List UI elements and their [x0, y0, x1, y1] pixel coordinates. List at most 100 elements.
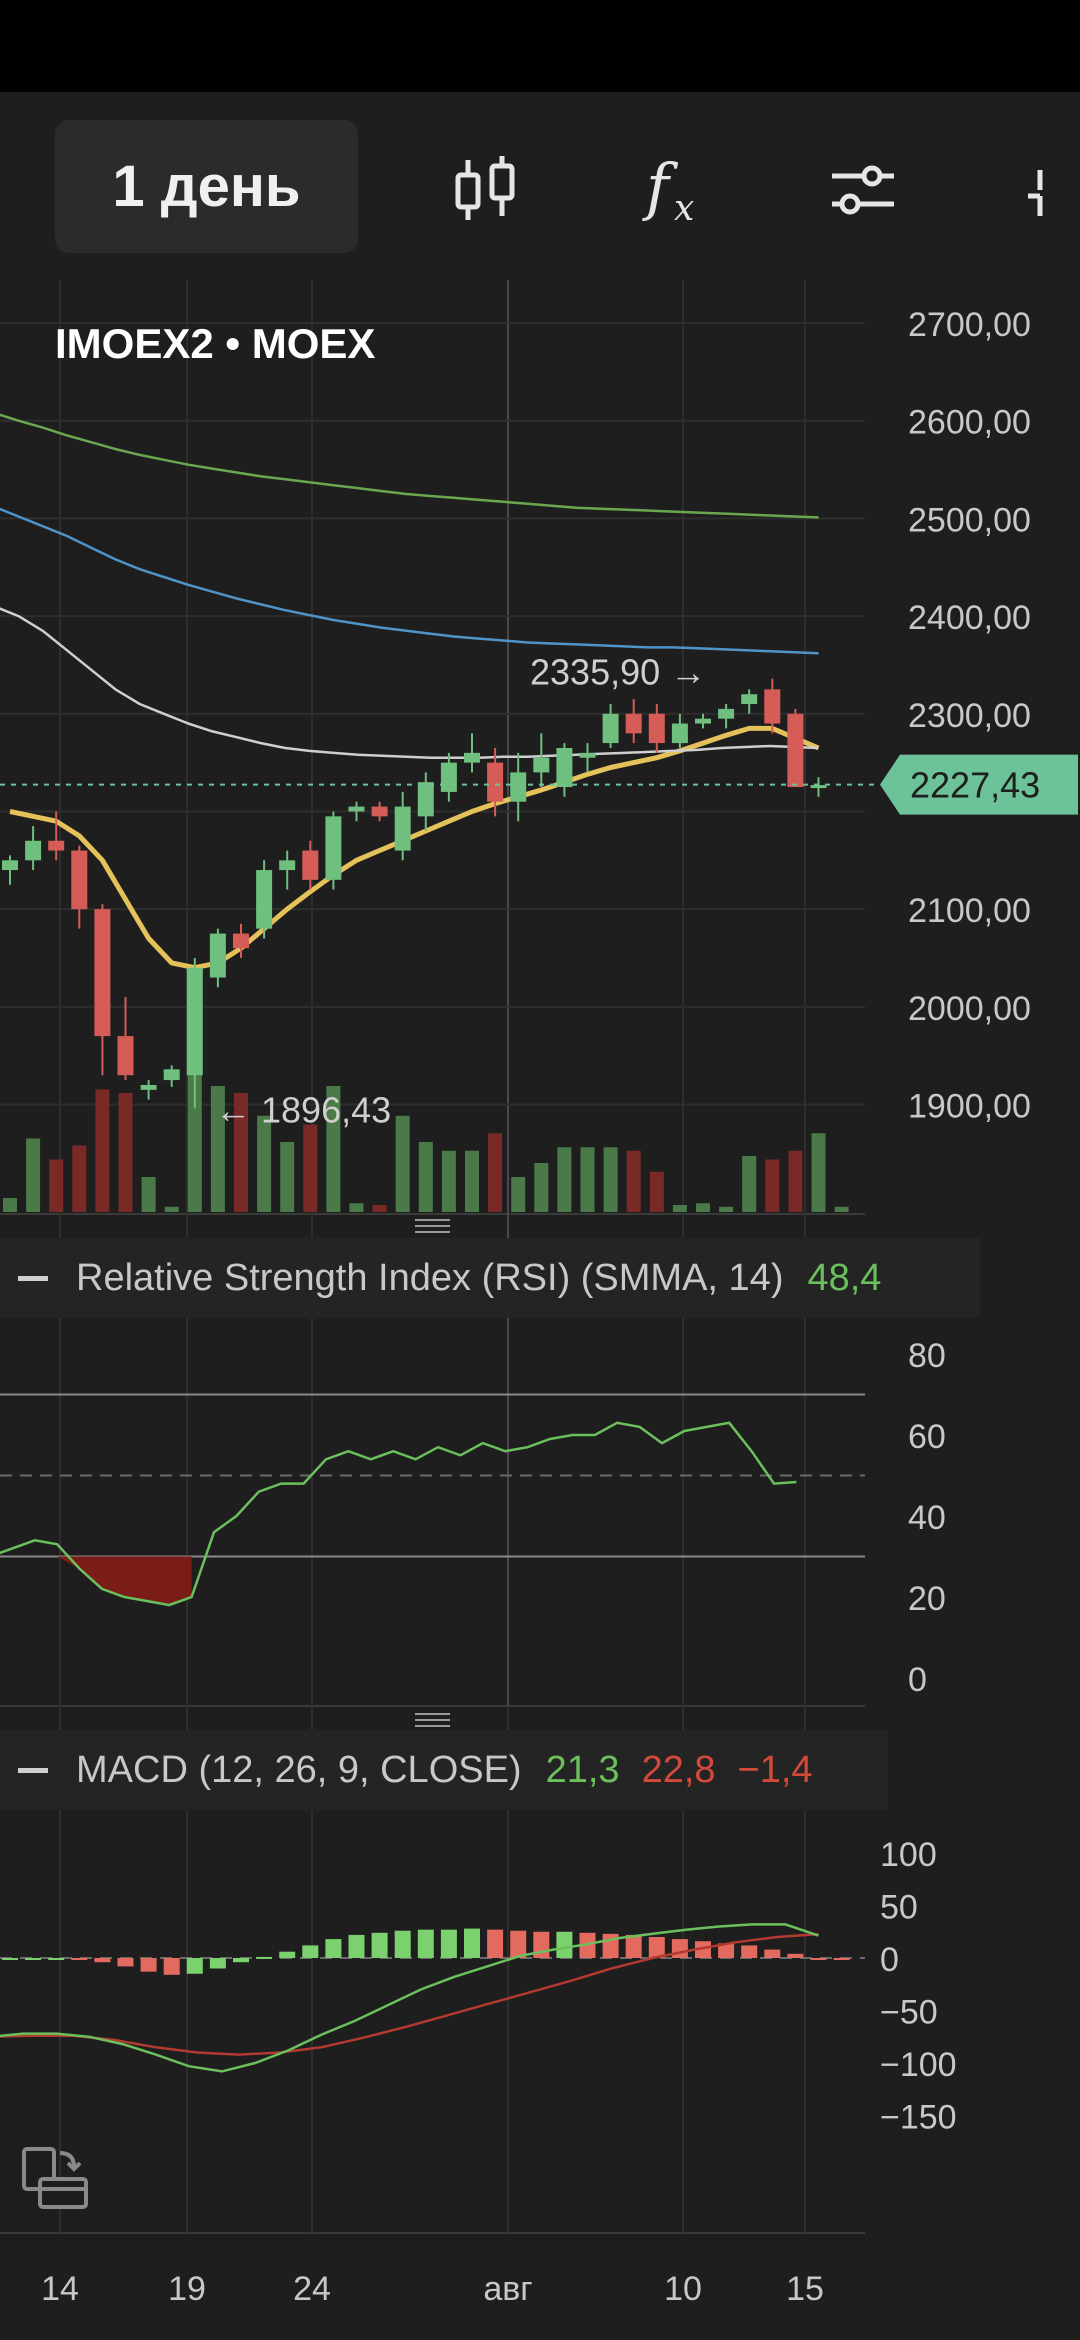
rsi-axis-label: 80: [908, 1337, 946, 1375]
macd-signal-value: 22,8: [641, 1748, 716, 1791]
macd-histogram-bar: [394, 1930, 411, 1958]
volume-bar: [626, 1150, 641, 1212]
rsi-value: 48,4: [807, 1256, 882, 1299]
rsi-title: Relative Strength Index (RSI) (SMMA, 14): [76, 1256, 784, 1299]
function-icon[interactable]: f x: [640, 150, 710, 230]
layout-icon[interactable]: [20, 2145, 92, 2211]
volume-bar: [511, 1177, 526, 1212]
rsi-legend: Relative Strength Index (RSI) (SMMA, 14)…: [0, 1238, 980, 1318]
macd-histogram-bar: [671, 1939, 688, 1958]
moving-average-line: [0, 413, 819, 519]
volume-bar: [418, 1142, 433, 1212]
rsi-collapse-button[interactable]: [18, 1275, 48, 1281]
low-price-label: ← 1896,43: [215, 1089, 391, 1130]
status-bar: [0, 0, 1080, 92]
macd-collapse-button[interactable]: [18, 1767, 48, 1773]
macd-histogram-bar: [487, 1929, 504, 1958]
candle-body: [25, 840, 42, 861]
moving-average-line: [9, 725, 820, 971]
candle-body: [371, 806, 388, 817]
macd-histogram-bar: [348, 1934, 365, 1958]
high-price-label: 2335,90 →: [530, 652, 706, 693]
candle-body: [487, 762, 504, 802]
macd-histogram-bar: [325, 1939, 342, 1958]
last-price-label: 2227,43: [910, 765, 1040, 806]
macd-histogram-bar: [48, 1958, 65, 1960]
volume-bar: [696, 1203, 710, 1212]
rsi-line: [0, 1421, 797, 1607]
macd-histogram-value: −1,4: [737, 1748, 813, 1791]
macd-axis-label: −150: [880, 2099, 957, 2137]
candle-body: [348, 806, 365, 812]
candle-body: [718, 708, 735, 719]
candle-body: [256, 870, 273, 929]
price-axis-label: 2100,00: [908, 892, 1031, 930]
macd-histogram-bar: [718, 1943, 735, 1958]
candles-icon[interactable]: [450, 150, 520, 230]
volume-bar: [49, 1159, 64, 1212]
timeframe-button[interactable]: 1 день: [55, 120, 358, 253]
macd-histogram-bar: [695, 1941, 711, 1958]
candle-body: [417, 782, 434, 817]
macd-histogram-bar: [464, 1928, 480, 1958]
candle-body: [440, 762, 457, 792]
macd-histogram-bar: [833, 1958, 850, 1960]
time-axis-label: 10: [664, 2270, 702, 2308]
candle-body: [302, 850, 319, 880]
candle-body: [602, 713, 619, 744]
settings-sliders-icon[interactable]: [828, 150, 898, 230]
volume-bar: [811, 1133, 826, 1212]
macd-histogram-bar: [279, 1951, 296, 1958]
macd-histogram-bar: [764, 1949, 781, 1958]
candle-body: [764, 689, 781, 724]
moving-average-line: [0, 507, 819, 655]
candle-body: [556, 747, 573, 788]
moving-average-line: [0, 607, 819, 759]
price-axis-label: 2400,00: [908, 599, 1031, 637]
macd-histogram-bar: [140, 1958, 157, 1972]
macd-histogram-bar: [741, 1945, 758, 1958]
volume-bar: [234, 1093, 248, 1212]
macd-histogram-bar: [556, 1931, 573, 1958]
candle-body: [2, 860, 18, 871]
price-axis-label: 2000,00: [908, 990, 1031, 1028]
volume-bar: [141, 1177, 156, 1212]
macd-histogram-bar: [579, 1932, 596, 1958]
more-icon[interactable]: [1018, 150, 1080, 230]
macd-histogram-bar: [440, 1929, 457, 1958]
candle-body: [325, 816, 342, 880]
volume-bar: [603, 1147, 618, 1212]
price-axis-label: 2300,00: [908, 697, 1031, 735]
svg-text:x: x: [674, 188, 694, 229]
candle-body: [163, 1069, 180, 1081]
volume-bar: [349, 1203, 364, 1212]
candle-body: [671, 723, 688, 744]
volume-bar: [326, 1086, 341, 1212]
volume-bar: [649, 1171, 664, 1212]
rsi-axis-label: 40: [908, 1499, 946, 1537]
macd-histogram-bar: [648, 1937, 665, 1958]
time-axis-label: авг: [483, 2270, 532, 2308]
price-axis-label: 2700,00: [908, 306, 1031, 344]
macd-title: MACD (12, 26, 9, CLOSE): [76, 1748, 522, 1791]
candle-body: [787, 713, 804, 788]
macd-histogram-bar: [186, 1958, 203, 1974]
macd-value: 21,3: [545, 1748, 620, 1791]
volume-bar: [210, 1086, 225, 1212]
timeframe-label: 1 день: [112, 154, 301, 219]
volume-bar: [303, 1124, 318, 1212]
macd-histogram-bar: [117, 1958, 134, 1967]
volume-bar: [465, 1150, 479, 1212]
time-axis-label: 24: [293, 2270, 331, 2308]
macd-histogram-bar: [510, 1930, 527, 1958]
candle-body: [648, 713, 665, 744]
volume-bar: [534, 1163, 549, 1212]
candle-body: [140, 1084, 157, 1090]
time-axis-label: 14: [41, 2270, 79, 2308]
macd-axis-label: 100: [880, 1836, 937, 1874]
macd-histogram-bar: [302, 1945, 319, 1958]
volume-bar: [3, 1198, 17, 1212]
price-axis-label: 1900,00: [908, 1088, 1031, 1126]
volume-bar: [765, 1159, 780, 1212]
